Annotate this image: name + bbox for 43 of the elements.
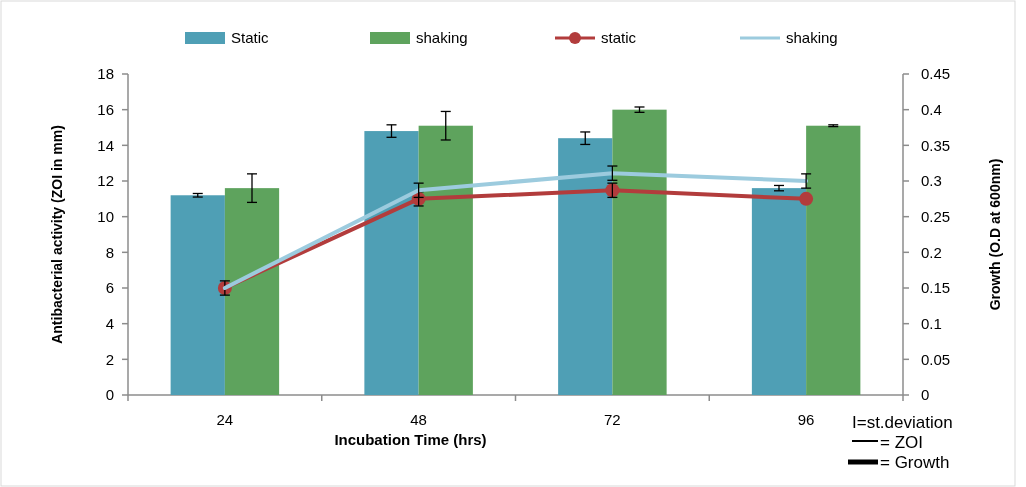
y2-tick-label: 0.15 <box>921 279 951 297</box>
y-tick-label: 12 <box>97 172 114 190</box>
x-tick-label: 72 <box>604 411 621 428</box>
bar <box>364 131 419 395</box>
bar <box>612 109 667 395</box>
y-tick-label: 6 <box>105 279 114 297</box>
y-tick-label: 16 <box>97 100 114 118</box>
y2-tick-label: 0.1 <box>921 314 942 332</box>
y2-axis-title: Growth (O.D at 600nm) <box>987 158 1003 311</box>
text: = Growth <box>880 453 950 472</box>
text: I=st.deviation <box>852 413 953 432</box>
y-tick-label: 18 <box>97 65 114 83</box>
x-tick-label: 48 <box>410 411 427 428</box>
text: = ZOI <box>880 433 923 452</box>
legend-label: shaking <box>786 29 838 47</box>
y-tick-label: 8 <box>105 243 114 261</box>
x-tick-label: 24 <box>216 411 234 428</box>
bar <box>170 195 225 395</box>
bar <box>224 188 280 395</box>
y-axis-title: Antibacterial activity (ZOI in mm) <box>49 125 65 344</box>
y2-tick-label: 0.35 <box>921 136 951 154</box>
x-tick-label: 96 <box>797 411 815 428</box>
y-tick-label: 14 <box>97 136 114 154</box>
y2-tick-label: 0 <box>921 386 930 404</box>
y2-tick-label: 0.3 <box>921 172 942 190</box>
y2-tick-label: 0.05 <box>921 350 951 368</box>
y-tick-label: 10 <box>97 207 114 225</box>
legend-label: shaking <box>416 29 468 47</box>
point <box>799 191 814 206</box>
bar <box>418 125 473 395</box>
x-axis-title: Incubation Time (hrs) <box>334 431 487 448</box>
y-tick-label: 0 <box>105 386 114 404</box>
bar <box>806 125 861 395</box>
y2-tick-label: 0.4 <box>921 100 942 118</box>
y-tick-label: 4 <box>105 314 114 332</box>
bar <box>558 138 613 395</box>
y2-tick-label: 0.45 <box>921 65 951 83</box>
y2-tick-label: 0.2 <box>921 243 942 261</box>
y2-tick-label: 0.25 <box>921 207 951 225</box>
legend-label: Static <box>231 29 270 47</box>
y-tick-label: 2 <box>105 350 114 368</box>
bar <box>751 188 807 395</box>
legend-label: static <box>601 29 637 47</box>
